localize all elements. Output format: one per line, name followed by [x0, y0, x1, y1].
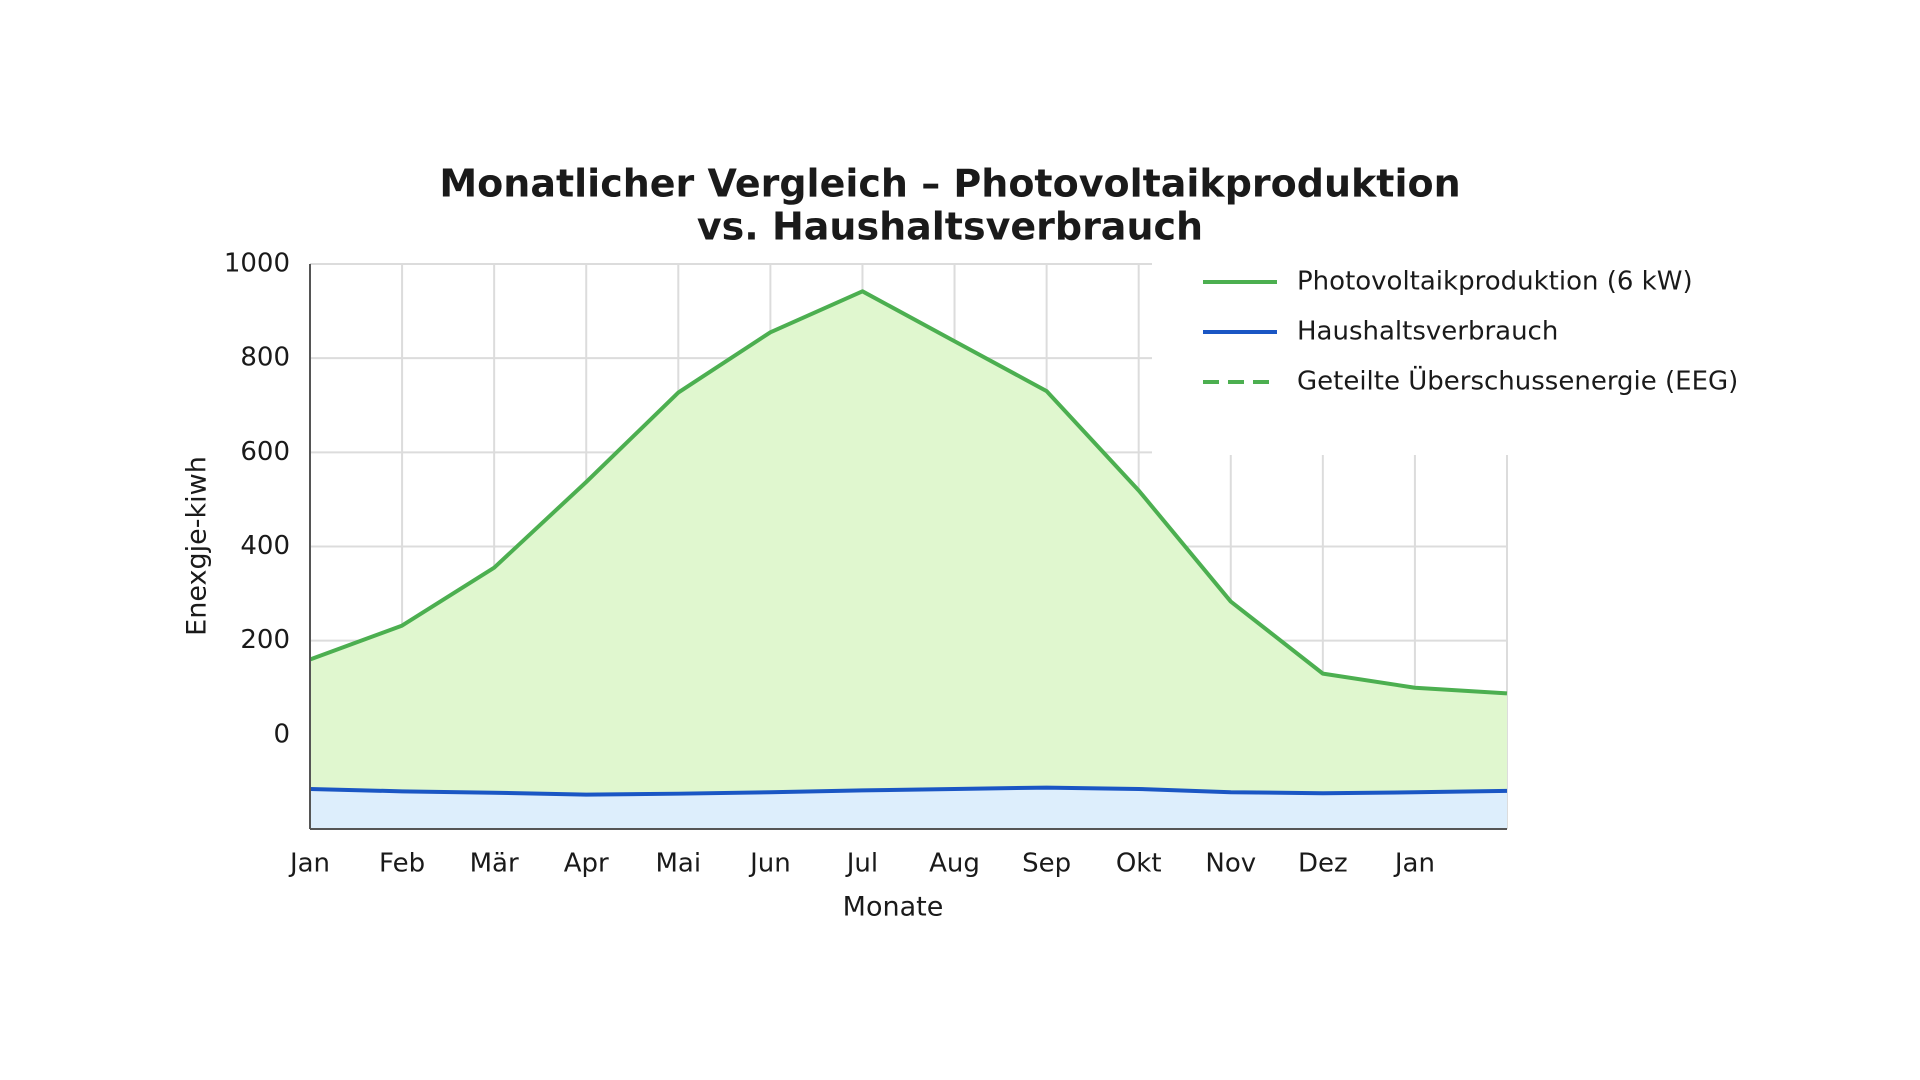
y-tick-label: 200: [240, 625, 290, 655]
x-tick-label: Feb: [379, 849, 425, 879]
legend-label: Geteilte Überschussenergie (EEG): [1297, 365, 1738, 397]
line: [309, 289, 1508, 696]
y-tick-label: 600: [240, 437, 290, 467]
x-axis-title: Monate: [843, 892, 944, 923]
y-tick-label: 800: [240, 343, 290, 373]
y-tick-label: 0: [273, 719, 290, 749]
area-fill: [310, 291, 1507, 795]
line: [309, 785, 1508, 797]
x-tick-label: Okt: [1116, 849, 1162, 879]
x-tick-label: Dez: [1298, 849, 1348, 879]
y-axis-title: Enexgje-kiwh: [182, 456, 213, 636]
x-tick-label: Jan: [1393, 849, 1435, 879]
x-tick-label: Sep: [1022, 849, 1071, 879]
y-tick-label: 1000: [224, 249, 290, 279]
x-tick-label: Apr: [564, 849, 609, 879]
chart-title: vs. Haushaltsverbrauch: [697, 205, 1203, 249]
legend-label: Photovoltaikproduktion (6 kW): [1297, 267, 1693, 297]
x-tick-label: Jul: [845, 849, 878, 879]
area-fill: [310, 787, 1507, 829]
x-tick-label: Mai: [656, 849, 702, 879]
chart-title: Monatlicher Vergleich – Photovoltaikprod…: [439, 162, 1460, 206]
x-tick-label: Jan: [288, 849, 330, 879]
x-tick-label: Aug: [929, 849, 980, 879]
y-tick-label: 400: [240, 531, 290, 561]
x-tick-label: Nov: [1205, 849, 1256, 879]
x-tick-label: Jun: [748, 849, 791, 879]
legend-label: Haushaltsverbrauch: [1297, 317, 1558, 347]
legend-box: [1152, 258, 1532, 455]
x-tick-label: Mär: [470, 849, 519, 879]
